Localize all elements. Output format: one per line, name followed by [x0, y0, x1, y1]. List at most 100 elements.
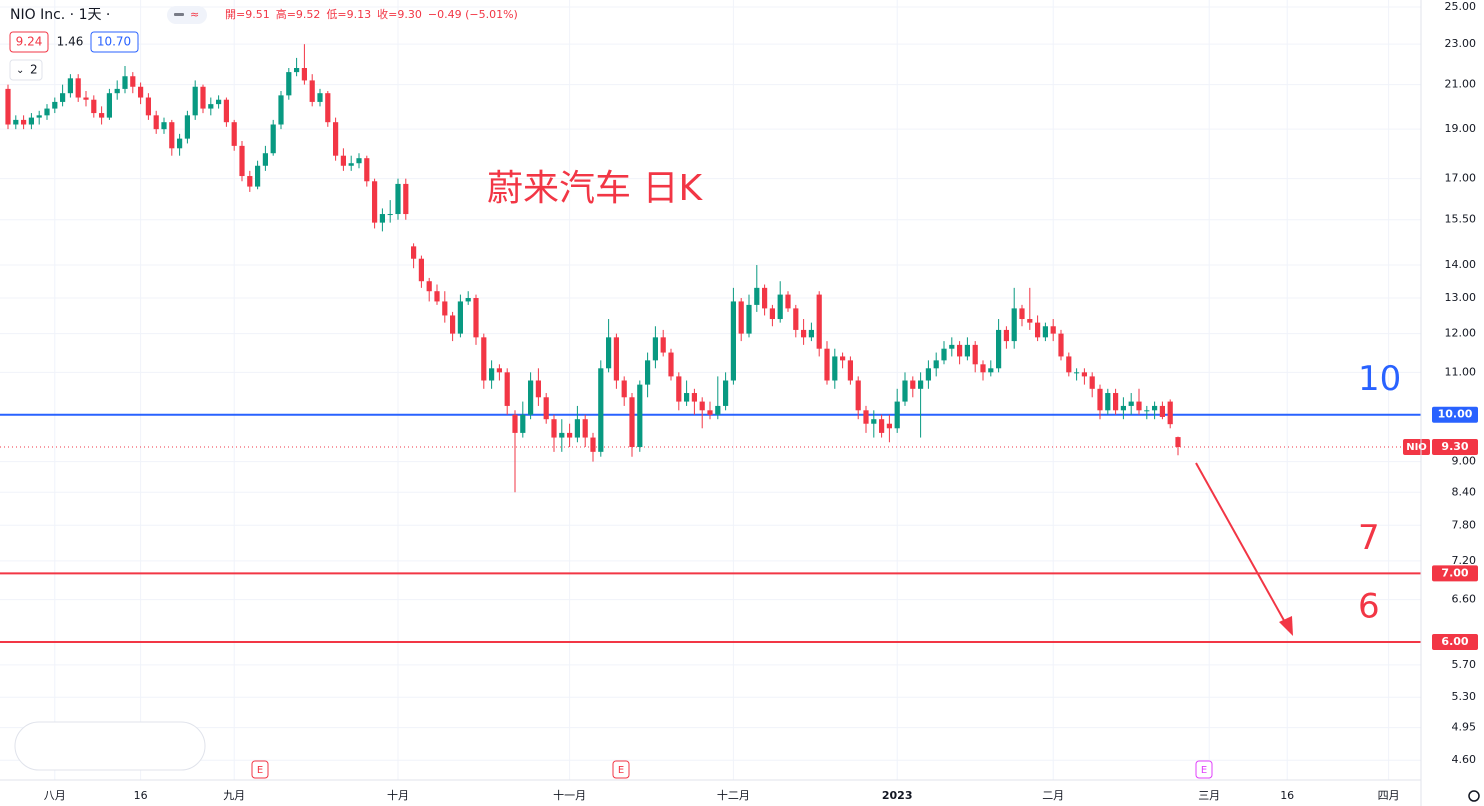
y-tick-label: 4.60	[1452, 753, 1477, 766]
indicator-toggle[interactable]	[9, 59, 43, 81]
empty-panel[interactable]	[14, 721, 206, 771]
candle-body	[270, 124, 276, 154]
candle-body	[247, 176, 253, 187]
candle-body	[894, 401, 900, 429]
toggle-icon	[174, 13, 184, 16]
candle-body	[286, 72, 292, 96]
candle-body	[1011, 308, 1017, 342]
candle-body	[411, 246, 417, 259]
candle-body	[1042, 326, 1048, 338]
candle-body	[707, 410, 713, 415]
x-tick-label: 三月	[1198, 789, 1220, 802]
candle-body	[372, 181, 378, 223]
earnings-marker[interactable]	[612, 760, 630, 779]
candle-body	[5, 88, 11, 125]
candle-body	[660, 337, 666, 353]
candle-body	[309, 80, 315, 102]
candle-body	[598, 368, 604, 452]
candle-body	[106, 93, 112, 118]
candle-body	[1120, 405, 1126, 411]
candle-body	[699, 401, 705, 411]
candle-body	[44, 108, 50, 116]
candle-body	[489, 368, 495, 381]
candle-body	[668, 352, 674, 377]
earnings-label: E	[257, 765, 263, 776]
candle-body	[418, 258, 424, 282]
candle-body	[145, 97, 151, 116]
y-tick-label: 15.50	[1445, 213, 1477, 226]
candle-body	[348, 163, 354, 166]
candle-body	[200, 86, 206, 109]
candle-body	[738, 301, 744, 334]
symbol-tag-label: NIO	[1406, 442, 1427, 453]
candle-body	[1050, 326, 1056, 334]
candle-body	[528, 380, 534, 415]
price-tag	[1432, 439, 1478, 456]
toggle[interactable]	[167, 6, 207, 24]
candle-body	[1003, 329, 1009, 342]
indicator-box[interactable]	[9, 31, 49, 53]
candle-body	[996, 329, 1002, 369]
candle-body	[262, 153, 268, 166]
earnings-marker[interactable]	[1195, 760, 1213, 779]
candle-body	[177, 138, 183, 149]
toggle-icon: ≈	[190, 8, 199, 21]
y-tick-label: 7.80	[1452, 518, 1477, 531]
y-tick-label: 12.00	[1445, 327, 1477, 340]
candle-body	[301, 68, 307, 81]
y-tick-label: 14.00	[1445, 258, 1477, 271]
candle-body	[676, 376, 682, 402]
price-tag-label: 10.00	[1438, 408, 1473, 421]
price-tag	[1432, 634, 1478, 651]
ohlc-value: 高=9.52	[276, 7, 321, 21]
candle-body	[457, 301, 463, 334]
candle-body	[816, 294, 822, 349]
candle-body	[769, 308, 775, 320]
candle-body	[637, 384, 643, 448]
candle-body	[933, 360, 939, 369]
candle-body	[114, 88, 120, 94]
candle-body	[964, 344, 970, 357]
ohlc-value: 開=9.51	[225, 8, 270, 21]
candle-body	[364, 158, 370, 182]
x-tick-label: 16	[1280, 789, 1294, 802]
candle-body	[99, 113, 105, 118]
y-tick-label: 4.95	[1452, 721, 1477, 734]
y-tick-label: 17.00	[1445, 172, 1477, 185]
y-tick-label: 6.60	[1452, 593, 1477, 606]
candle-body	[551, 419, 557, 438]
candle-body	[231, 122, 237, 146]
x-tick-label: 16	[134, 789, 148, 802]
plot: 10 10.00 7 7.00 6 6.00 NIO 9.30	[0, 44, 1478, 651]
candle-body	[941, 348, 947, 361]
y-tick-label: 21.00	[1445, 78, 1477, 91]
candle-body	[496, 368, 502, 373]
candle-body	[886, 423, 892, 429]
candle-body	[855, 380, 861, 411]
y-tick-label: 19.00	[1445, 122, 1477, 135]
candle-body	[1152, 405, 1158, 411]
earnings-label: E	[618, 765, 624, 776]
y-tick-label: 23.00	[1445, 37, 1477, 50]
candle-body	[465, 298, 471, 302]
level-label: 6	[1358, 587, 1380, 627]
candle-body	[450, 315, 456, 334]
earnings-marker[interactable]	[251, 760, 269, 779]
candle-body	[629, 397, 635, 448]
candle-body	[691, 393, 697, 402]
candle-body	[387, 214, 393, 216]
indicator-value: 10.70	[97, 35, 131, 49]
candle-body	[1074, 372, 1080, 374]
indicator-box[interactable]	[90, 31, 139, 53]
candle-body	[1089, 376, 1095, 389]
settings-icon[interactable]	[1468, 790, 1480, 802]
candle-body	[504, 372, 510, 406]
level-label: 7	[1358, 518, 1380, 558]
annotation: 蔚来汽车 日K	[487, 168, 703, 209]
candle-body	[169, 122, 175, 149]
candle-body	[746, 304, 752, 334]
candle-body	[333, 122, 339, 156]
candle-body	[715, 405, 721, 415]
ohlc-value: 低=9.13	[326, 8, 371, 21]
